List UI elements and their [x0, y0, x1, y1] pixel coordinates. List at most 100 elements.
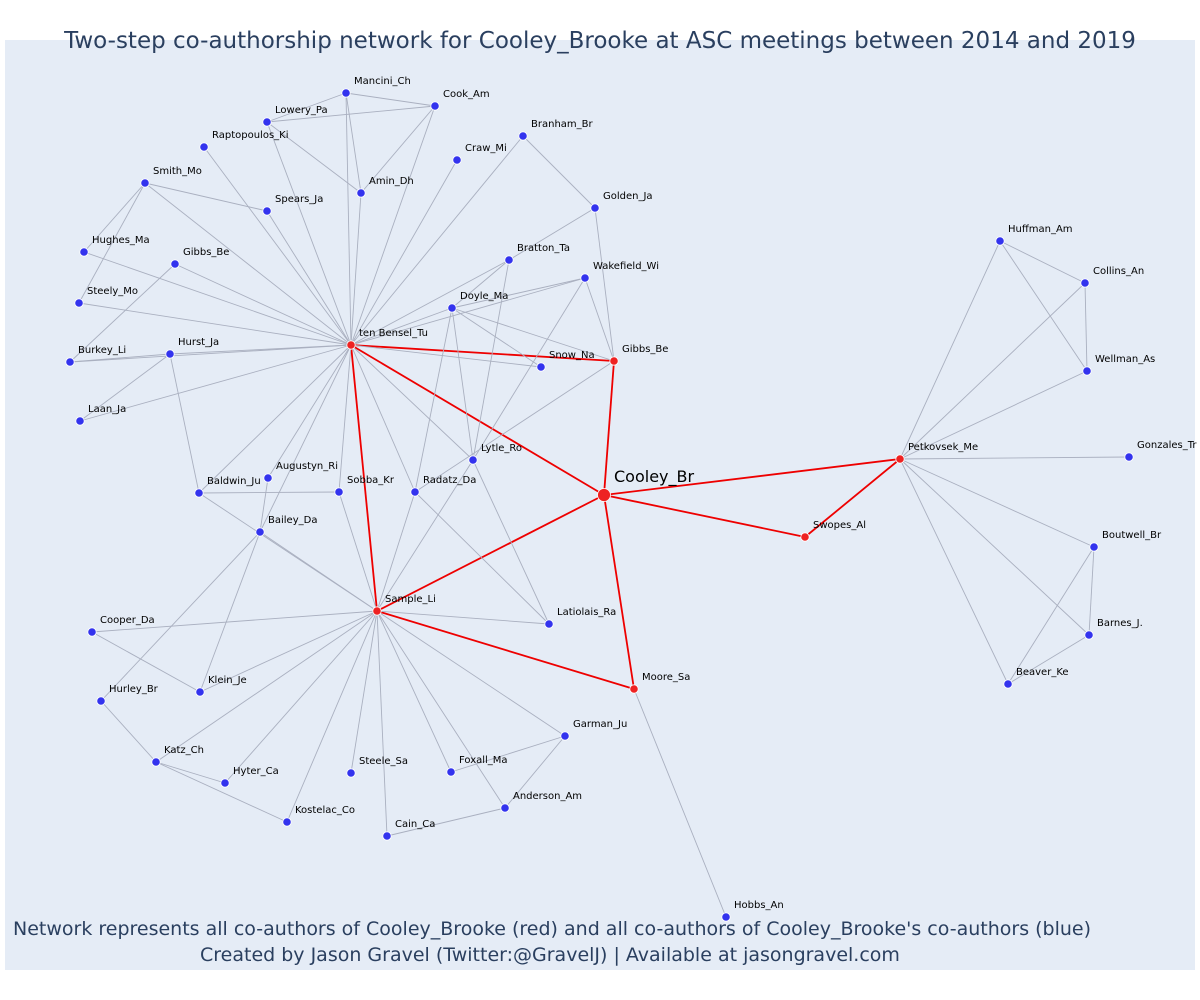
node-amin-dh[interactable] — [356, 188, 366, 198]
node-kostelac-co[interactable] — [282, 817, 292, 827]
node-wellman-as[interactable] — [1082, 366, 1092, 376]
node-latiolais-ra[interactable] — [544, 619, 554, 629]
node-label-hughes-ma: Hughes_Ma — [92, 235, 150, 246]
edge-petkovsek-me-boutwell-br — [899, 458, 1095, 548]
node-beaver-ke[interactable] — [1003, 679, 1013, 689]
edge-katz-ch-hyter-ca — [155, 761, 226, 784]
node-hurley-br[interactable] — [96, 696, 106, 706]
node-laan-ja[interactable] — [75, 416, 85, 426]
node-cook-am[interactable] — [430, 101, 440, 111]
node-steely-mo[interactable] — [74, 298, 84, 308]
node-cooley-br[interactable] — [597, 488, 611, 502]
edge-smith-mo-spears-ja — [144, 182, 268, 212]
edge-sample-li-hyter-ca — [224, 610, 378, 784]
node-label-spears-ja: Spears_Ja — [275, 194, 323, 205]
node-label-wellman-as: Wellman_As — [1095, 354, 1155, 365]
node-label-snow-na: Snow_Na — [549, 350, 595, 361]
edge-sample-li-kostelac-co — [286, 610, 378, 823]
node-sobba-kr[interactable] — [334, 487, 344, 497]
node-klein-je[interactable] — [195, 687, 205, 697]
node-garman-ju[interactable] — [560, 731, 570, 741]
node-hurst-ja[interactable] — [165, 349, 175, 359]
edge-cooper-da-klein-je — [91, 631, 201, 693]
edge-wakefield-wi-gibbs-be2 — [584, 277, 615, 362]
edge-ten-bensel-tu-amin-dh — [350, 192, 362, 346]
node-bratton-ta[interactable] — [504, 255, 514, 265]
edge-garman-ju-foxall-ma — [450, 735, 566, 773]
node-doyle-ma[interactable] — [447, 303, 457, 313]
node-burkey-li[interactable] — [65, 357, 75, 367]
node-boutwell-br[interactable] — [1089, 542, 1099, 552]
node-radatz-da[interactable] — [410, 487, 420, 497]
edge-bailey-da-sample-li — [259, 531, 378, 612]
node-gibbs-be[interactable] — [170, 259, 180, 269]
node-swopes-al[interactable] — [800, 532, 810, 542]
node-lytle-ro[interactable] — [468, 455, 478, 465]
edge-cook-am-amin-dh — [360, 105, 436, 194]
node-augustyn-ri[interactable] — [263, 473, 273, 483]
node-raptopoulos-ki[interactable] — [199, 142, 209, 152]
edge-mancini-ch-lowery-pa — [266, 92, 347, 123]
edge-bratton-ta-doyle-ma — [451, 259, 510, 309]
node-label-hurley-br: Hurley_Br — [109, 684, 159, 695]
edge-bailey-da-hurley-br — [100, 531, 261, 702]
node-smith-mo[interactable] — [140, 178, 150, 188]
node-gibbs-be2[interactable] — [609, 356, 619, 366]
edge-cooley-br-sample-li — [376, 494, 605, 612]
edge-huffman-am-wellman-as — [999, 240, 1088, 372]
node-label-augustyn-ri: Augustyn_Ri — [276, 461, 338, 472]
node-collins-an[interactable] — [1080, 278, 1090, 288]
edge-bailey-da-klein-je — [199, 531, 261, 693]
node-label-hurst-ja: Hurst_Ja — [178, 337, 219, 348]
node-gonzales-tr[interactable] — [1124, 452, 1134, 462]
node-golden-ja[interactable] — [590, 203, 600, 213]
edge-ten-bensel-tu-radatz-da — [350, 344, 416, 493]
node-hobbs-an[interactable] — [721, 912, 731, 922]
edge-lowery-pa-amin-dh — [266, 121, 362, 194]
node-petkovsek-me[interactable] — [895, 454, 905, 464]
edge-ten-bensel-tu-cook-am — [350, 105, 436, 346]
node-label-doyle-ma: Doyle_Ma — [460, 291, 508, 302]
node-sample-li[interactable] — [372, 606, 382, 616]
node-lowery-pa[interactable] — [262, 117, 272, 127]
node-hyter-ca[interactable] — [220, 778, 230, 788]
edge-ten-bensel-tu-laan-ja — [79, 344, 352, 422]
node-anderson-am[interactable] — [500, 803, 510, 813]
edge-petkovsek-me-gonzales-tr — [899, 456, 1130, 460]
node-cooper-da[interactable] — [87, 627, 97, 637]
edge-bratton-ta-lytle-ro — [472, 259, 510, 461]
edge-ten-bensel-tu-wakefield-wi — [350, 277, 586, 346]
node-spears-ja[interactable] — [262, 206, 272, 216]
node-barnes-j[interactable] — [1084, 630, 1094, 640]
edge-cooley-br-swopes-al — [603, 494, 806, 538]
edge-radatz-da-latiolais-ra — [414, 491, 550, 625]
node-snow-na[interactable] — [536, 362, 546, 372]
node-huffman-am[interactable] — [995, 236, 1005, 246]
node-label-klein-je: Klein_Je — [208, 675, 247, 686]
node-bailey-da[interactable] — [255, 527, 265, 537]
edge-swopes-al-petkovsek-me — [804, 458, 901, 538]
node-steele-sa[interactable] — [346, 768, 356, 778]
edge-ten-bensel-tu-bratton-ta — [350, 259, 510, 346]
node-craw-mi[interactable] — [452, 155, 462, 165]
edge-doyle-ma-gibbs-be2 — [451, 307, 615, 362]
edge-petkovsek-me-huffman-am — [899, 240, 1001, 460]
node-wakefield-wi[interactable] — [580, 273, 590, 283]
node-label-hyter-ca: Hyter_Ca — [233, 766, 279, 777]
edge-ten-bensel-tu-gibbs-be — [174, 263, 352, 346]
node-mancini-ch[interactable] — [341, 88, 351, 98]
edge-mancini-ch-cook-am — [345, 92, 436, 107]
node-foxall-ma[interactable] — [446, 767, 456, 777]
node-moore-sa[interactable] — [629, 684, 639, 694]
node-label-kostelac-co: Kostelac_Co — [295, 805, 355, 816]
node-hughes-ma[interactable] — [79, 247, 89, 257]
node-cain-ca[interactable] — [382, 831, 392, 841]
node-ten-bensel-tu[interactable] — [346, 340, 356, 350]
node-branham-br[interactable] — [518, 131, 528, 141]
node-label-smith-mo: Smith_Mo — [153, 166, 202, 177]
node-label-swopes-al: Swopes_Al — [813, 520, 866, 531]
node-katz-ch[interactable] — [151, 757, 161, 767]
node-baldwin-ju[interactable] — [194, 488, 204, 498]
edge-hurst-ja-baldwin-ju — [169, 353, 200, 494]
